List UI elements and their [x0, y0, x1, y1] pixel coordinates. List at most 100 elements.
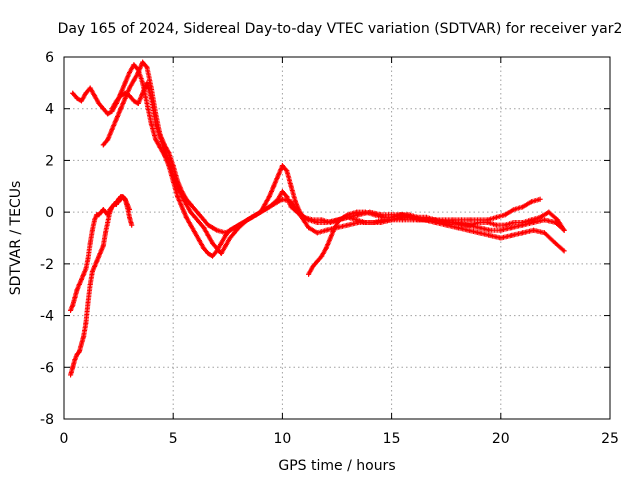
data-point — [552, 240, 558, 246]
data-point — [127, 85, 133, 91]
data-point — [271, 183, 277, 189]
y-tick-label: -4 — [40, 309, 54, 325]
series-track-e — [109, 80, 567, 257]
plot-frame — [63, 56, 611, 420]
data-point — [467, 217, 473, 223]
y-tick-label: 2 — [45, 153, 54, 169]
data-point — [380, 214, 386, 220]
data-point — [465, 227, 471, 233]
data-point — [100, 106, 106, 112]
data-point — [493, 214, 499, 220]
y-tick-label: -2 — [40, 257, 54, 273]
data-point — [345, 212, 351, 218]
data-point — [205, 232, 211, 238]
data-point — [127, 207, 133, 213]
data-point — [74, 95, 80, 101]
data-point — [509, 225, 515, 231]
data-point — [541, 217, 547, 223]
data-point — [188, 201, 194, 207]
data-point — [148, 95, 154, 101]
data-point — [148, 121, 154, 127]
data-point — [314, 230, 320, 236]
data-point — [214, 245, 220, 251]
data-point — [175, 194, 181, 200]
data-point — [323, 219, 329, 225]
data-point — [205, 251, 211, 257]
data-point — [441, 217, 447, 223]
data-points — [68, 59, 567, 378]
data-point — [105, 111, 111, 117]
data-point — [306, 225, 312, 231]
data-point — [498, 227, 504, 233]
data-point — [188, 222, 194, 228]
data-point — [327, 235, 333, 241]
data-point — [85, 256, 91, 262]
data-point — [105, 137, 111, 143]
data-point — [78, 276, 84, 282]
data-point — [476, 217, 482, 223]
data-point — [102, 209, 108, 215]
data-point — [454, 225, 460, 231]
data-point — [424, 214, 430, 220]
data-point — [124, 201, 130, 207]
data-point — [378, 219, 384, 225]
data-point — [118, 106, 124, 112]
data-point — [196, 219, 202, 225]
x-tick-label: 25 — [601, 431, 619, 447]
data-point — [485, 217, 491, 223]
y-tick-label: -8 — [40, 412, 54, 428]
data-point — [192, 230, 198, 236]
data-point — [144, 64, 150, 70]
data-point — [288, 183, 294, 189]
data-point — [253, 212, 259, 218]
grid-layer — [64, 57, 610, 419]
data-point — [354, 209, 360, 215]
data-point — [520, 230, 526, 236]
data-point — [87, 85, 93, 91]
data-point — [109, 106, 115, 112]
data-point — [116, 199, 122, 205]
x-axis-label: GPS time / hours — [278, 458, 395, 474]
data-point — [85, 300, 91, 306]
data-point — [83, 90, 89, 96]
data-point — [528, 199, 534, 205]
data-point — [105, 212, 111, 218]
data-point — [96, 212, 102, 218]
data-point — [511, 219, 517, 225]
data-point — [72, 357, 78, 363]
series-track-d — [68, 194, 133, 313]
data-point — [537, 196, 543, 202]
data-point — [205, 222, 211, 228]
data-point — [68, 372, 74, 378]
data-point — [502, 222, 508, 228]
data-point — [244, 217, 250, 223]
data-point — [223, 230, 229, 236]
data-point — [314, 219, 320, 225]
data-point — [354, 217, 360, 223]
data-point — [555, 217, 561, 223]
data-point — [76, 349, 82, 355]
data-point — [214, 227, 220, 233]
x-tick-label: 5 — [169, 431, 178, 447]
data-point — [345, 222, 351, 228]
data-point — [415, 214, 421, 220]
data-point — [236, 225, 242, 231]
data-point — [306, 217, 312, 223]
data-point — [279, 188, 285, 194]
data-point — [74, 287, 80, 293]
data-point — [201, 217, 207, 223]
data-point — [531, 227, 537, 233]
data-point — [98, 209, 104, 215]
data-point — [476, 230, 482, 236]
data-point — [552, 219, 558, 225]
y-axis-label: SDTVAR / TECUs — [8, 181, 24, 296]
data-point — [465, 222, 471, 228]
data-point — [183, 201, 189, 207]
data-point — [68, 307, 74, 313]
data-point — [161, 147, 167, 153]
data-point — [218, 240, 224, 246]
data-point — [74, 351, 80, 357]
data-point — [107, 207, 113, 213]
data-point — [127, 214, 133, 220]
data-point — [89, 227, 95, 233]
